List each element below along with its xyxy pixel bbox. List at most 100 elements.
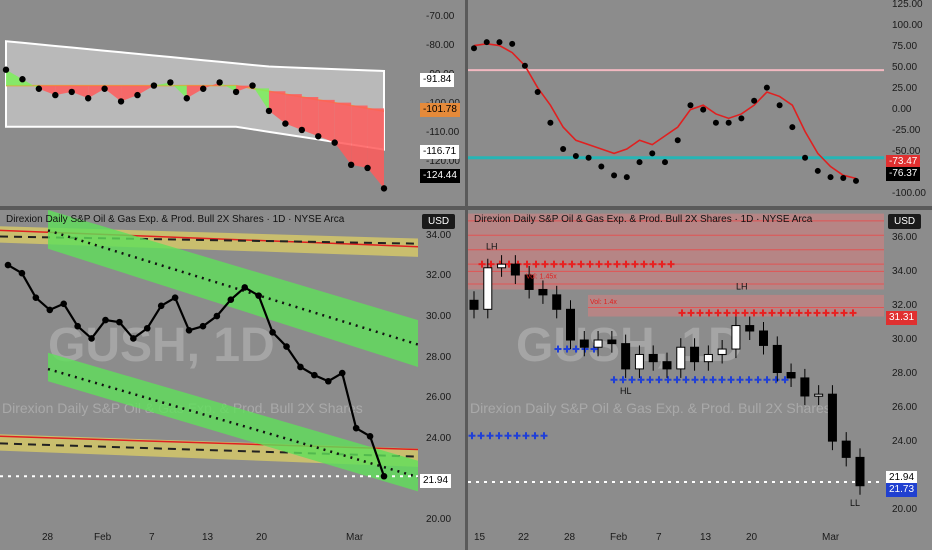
upper-channel-dotted <box>47 229 418 346</box>
oscillator-point <box>776 102 783 109</box>
top-right-price-axis[interactable]: 125.00 100.00 75.00 50.00 25.00 0.00 -25.00 -50… <box>884 0 932 206</box>
fill-segment <box>236 85 253 92</box>
oscillator-point <box>725 119 732 126</box>
price-point <box>185 326 193 334</box>
price-tick-label: 24.00 <box>892 436 918 447</box>
candle-body <box>510 263 520 276</box>
candle-body <box>690 346 700 363</box>
price-point <box>46 306 54 314</box>
data-point <box>134 91 141 99</box>
lower-channel <box>48 352 418 492</box>
price-point <box>338 369 346 377</box>
top-right-oscillator-chart <box>468 0 884 184</box>
fill-segment <box>38 85 56 96</box>
time-tick-label: Feb <box>610 532 628 543</box>
annotation-label: Vol: 1.45x <box>526 274 557 281</box>
oscillator-point <box>471 45 477 52</box>
price-tick-label: 30.00 <box>892 334 918 345</box>
data-point <box>249 82 256 89</box>
price-tick-label: 30.00 <box>426 311 452 322</box>
channel-chart <box>0 210 418 492</box>
data-point <box>298 126 306 134</box>
price-point <box>102 316 109 324</box>
fill-segment <box>285 94 302 130</box>
fill-segment <box>153 82 171 86</box>
price-tick-label: 28.00 <box>426 352 452 363</box>
fill-segment <box>104 85 122 102</box>
annotation-label: LH <box>486 242 498 252</box>
price-point <box>227 296 235 304</box>
price-tag: -73.47 <box>886 155 921 169</box>
oscillator-point <box>534 89 541 96</box>
time-tick-label: Mar <box>822 532 840 543</box>
price-point <box>18 269 26 277</box>
time-tick-label: 20 <box>746 532 758 543</box>
price-tick-label: -100.00 <box>892 188 926 199</box>
data-point <box>183 95 190 102</box>
bottom-right-time-axis[interactable]: 15 22 28 Feb 7 13 20 Mar <box>468 526 932 550</box>
price-tick-label: 0.00 <box>892 104 912 115</box>
chart-title: Direxion Daily S&P Oil & Gas Exp. & Prod… <box>474 214 813 225</box>
annotation-label: HL <box>620 386 632 396</box>
fill-segment <box>252 85 269 111</box>
fill-segment <box>22 79 39 89</box>
time-tick-label: Feb <box>94 532 112 543</box>
oscillator-point <box>840 174 847 181</box>
annotation-label: LH <box>736 281 748 291</box>
candle-body <box>648 353 658 363</box>
price-point <box>311 371 318 379</box>
time-tick-label: 22 <box>518 532 530 543</box>
price-tick-label: 20.00 <box>426 514 452 525</box>
fill-segment <box>334 102 352 165</box>
vertical-pane-divider[interactable] <box>465 0 468 550</box>
oscillator-point <box>789 124 796 131</box>
price-tick-label: 26.00 <box>426 392 452 403</box>
data-point <box>2 66 10 73</box>
fill-segment <box>170 82 187 99</box>
price-tick-label: 32.00 <box>892 300 918 311</box>
top-left-indicator-panel <box>0 0 418 206</box>
oscillator-point <box>814 167 821 174</box>
price-tick-label: 50.00 <box>892 62 918 73</box>
fill-segment <box>6 69 23 86</box>
candle-body <box>538 288 548 296</box>
price-tick-label: 75.00 <box>892 41 918 52</box>
data-point <box>19 76 26 83</box>
candle-body <box>676 346 686 370</box>
fill-segment <box>351 105 368 168</box>
oscillator-point <box>674 137 681 144</box>
data-point <box>35 85 43 92</box>
price-tag: 21.94 <box>886 471 918 485</box>
candle-body <box>759 330 768 346</box>
data-point <box>216 79 223 86</box>
upper-channel <box>48 210 418 367</box>
price-point <box>297 363 304 371</box>
candle-body <box>717 348 727 355</box>
price-tick-label: 36.00 <box>892 232 918 243</box>
price-point <box>171 294 179 301</box>
bottom-left-price-axis[interactable]: USD 34.00 32.00 30.00 28.00 26.00 24.00 20.00 2… <box>418 210 465 526</box>
price-tag: -116.71 <box>420 145 460 159</box>
candle-body <box>731 325 741 350</box>
price-tick-label: -80.00 <box>426 40 455 51</box>
top-left-price-axis[interactable]: -70.00-80.00-90.00-100.00-110.00-120.00-… <box>418 0 465 206</box>
price-tick-label: 26.00 <box>892 402 918 413</box>
data-point <box>315 133 322 140</box>
data-point <box>84 95 92 102</box>
fill-segment <box>88 85 105 99</box>
candle-body <box>772 344 782 374</box>
currency-button[interactable]: USD <box>422 214 456 229</box>
price-tick-label: -25.00 <box>892 125 921 136</box>
fill-segment <box>268 91 286 124</box>
fill-segment <box>55 85 72 96</box>
bottom-right-price-axis[interactable]: USD 36.00 34.00 32.00 30.00 28.00 26.00 24.00 2… <box>884 210 932 526</box>
horizontal-pane-divider[interactable] <box>0 206 932 210</box>
bottom-left-time-axis[interactable]: 28 Feb 7 13 20 Mar <box>0 526 465 550</box>
fill-segment <box>121 85 138 102</box>
price-point <box>241 284 249 291</box>
currency-button[interactable]: USD <box>888 214 922 229</box>
data-point <box>331 139 338 146</box>
price-tag: -76.37 <box>886 167 921 181</box>
price-tick-label: 34.00 <box>426 230 452 241</box>
price-point <box>380 472 388 480</box>
